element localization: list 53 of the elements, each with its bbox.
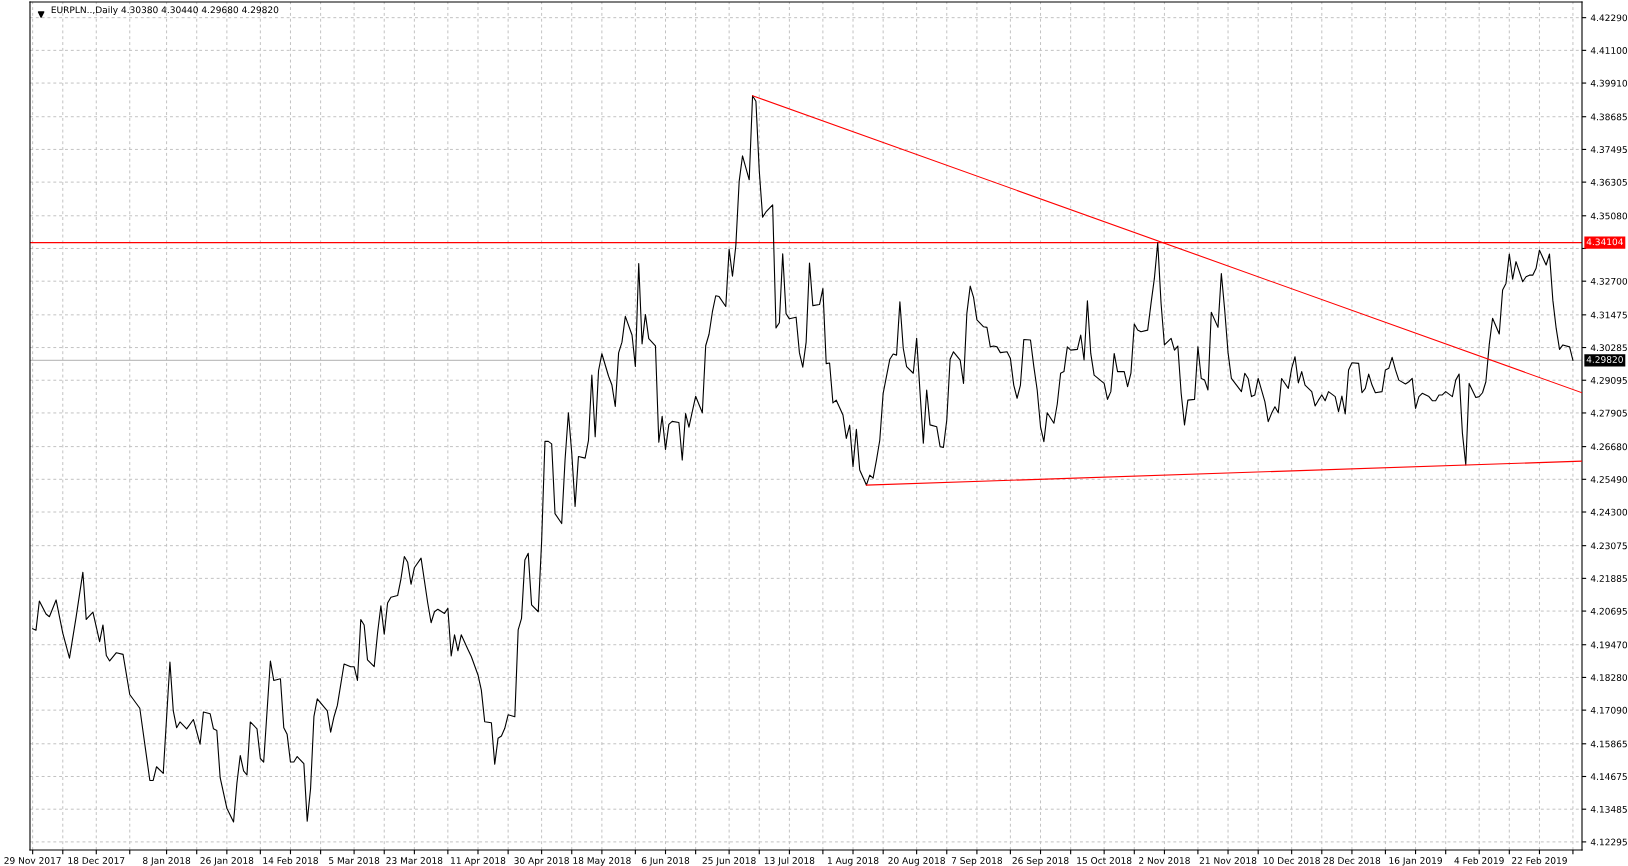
- x-tick-label: 16 Jan 2019: [1389, 857, 1442, 866]
- y-tick-label: 4.13485: [1590, 805, 1627, 813]
- x-tick-label: 26 Jan 2018: [200, 857, 254, 866]
- x-tick-label: 7 Sep 2018: [951, 857, 1003, 866]
- y-tick-label: 4.17090: [1590, 706, 1628, 714]
- x-tick-label: 22 Feb 2019: [1512, 856, 1567, 864]
- chart-title: EURPLN..,Daily 4.30380 4.30440 4.29680 4.29820: [51, 6, 279, 15]
- y-tick-label: 4.36305: [1590, 178, 1627, 186]
- x-tick-label: 1 Aug 2018: [827, 857, 879, 866]
- x-tick-label: 18 Dec 2017: [68, 857, 125, 864]
- x-tick-label: 18 May 2018: [573, 857, 631, 866]
- ref-line-label: 4.29820: [1586, 356, 1623, 363]
- y-tick-label: 4.35080: [1590, 212, 1628, 220]
- y-tick-label: 4.25490: [1590, 476, 1628, 483]
- x-tick-label: 23 Mar 2018: [386, 857, 443, 864]
- x-tick-label: 13 Jul 2018: [764, 856, 815, 866]
- x-tick-label: 21 Nov 2018: [1199, 857, 1257, 864]
- y-tick-label: 4.21885: [1590, 575, 1627, 582]
- x-tick-label: 6 Jun 2018: [641, 857, 690, 866]
- y-tick-label: 4.39910: [1590, 79, 1628, 87]
- y-tick-label: 4.14675: [1590, 773, 1627, 781]
- x-tick-label: 29 Nov 2017: [4, 857, 61, 864]
- x-tick-label: 15 Oct 2018: [1077, 857, 1132, 864]
- x-tick-label: 10 Dec 2018: [1263, 857, 1320, 864]
- y-tick-label: 4.19470: [1590, 641, 1628, 649]
- x-tick-label: 26 Sep 2018: [1012, 857, 1069, 866]
- y-tick-label: 4.24300: [1590, 508, 1628, 516]
- y-tick-label: 4.12295: [1590, 838, 1627, 846]
- x-tick-label: 25 Jun 2018: [702, 857, 756, 866]
- ref-line-label: 4.34104: [1586, 238, 1623, 246]
- y-tick-label: 4.18280: [1590, 674, 1628, 681]
- y-tick-label: 4.27905: [1590, 409, 1627, 417]
- x-tick-label: 11 Apr 2018: [451, 857, 506, 866]
- y-tick-label: 4.42290: [1590, 14, 1628, 22]
- y-tick-label: 4.32700: [1590, 277, 1628, 285]
- x-tick-label: 4 Feb 2019: [1454, 856, 1504, 864]
- y-tick-label: 4.37495: [1590, 146, 1627, 153]
- x-tick-label: 30 Apr 2018: [514, 857, 569, 866]
- y-tick-label: 4.15865: [1590, 740, 1627, 748]
- y-tick-label: 4.29095: [1590, 376, 1627, 384]
- x-tick-label: 28 Dec 2018: [1323, 857, 1381, 864]
- y-tick-label: 4.31475: [1590, 311, 1627, 319]
- x-tick-label: 20 Aug 2018: [888, 857, 945, 866]
- x-tick-label: 8 Jan 2018: [143, 857, 191, 866]
- y-tick-label: 4.30285: [1590, 344, 1627, 352]
- x-tick-label: 5 Mar 2018: [329, 857, 380, 864]
- x-tick-label: 14 Feb 2018: [263, 856, 318, 864]
- y-tick-label: 4.41100: [1590, 47, 1628, 54]
- x-tick-label: 2 Nov 2018: [1139, 857, 1190, 864]
- y-tick-label: 4.26680: [1590, 443, 1628, 451]
- y-tick-label: 4.38685: [1590, 113, 1627, 121]
- y-tick-label: 4.20695: [1590, 607, 1627, 615]
- y-tick-label: 4.23075: [1590, 542, 1627, 550]
